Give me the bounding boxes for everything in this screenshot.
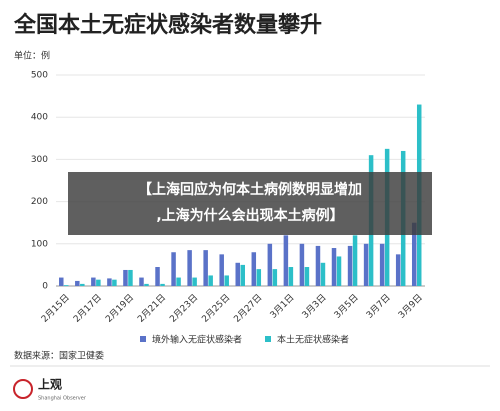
logo-subtitle: Shanghai Observer <box>38 396 87 402</box>
x-tick-label: 3月3日 <box>300 292 329 321</box>
bar <box>160 283 165 286</box>
bar <box>235 262 240 286</box>
bar <box>107 278 112 286</box>
x-tick-label: 3月1日 <box>268 292 297 321</box>
y-tick-label: 400 <box>31 113 48 123</box>
bar <box>171 252 176 286</box>
overlay-line: 【上海回应为何本土病例数明显增加 <box>138 181 362 198</box>
bar <box>96 279 101 286</box>
bar <box>144 283 149 286</box>
bar <box>224 275 229 286</box>
bar <box>267 243 273 286</box>
x-tick-label: 2月21日 <box>136 292 169 325</box>
x-tick-label: 2月15日 <box>39 292 72 325</box>
legend-label: 境外输入无症状感染者 <box>152 334 242 346</box>
bar <box>331 248 337 286</box>
logo-name: 上观 <box>38 377 62 392</box>
bar <box>315 245 321 286</box>
bar <box>272 269 278 286</box>
bar <box>123 269 128 286</box>
overlay-box <box>68 172 432 235</box>
x-tick-label: 3月9日 <box>396 292 425 321</box>
bar <box>128 269 133 286</box>
legend-swatch <box>140 336 146 342</box>
bar <box>320 262 326 286</box>
x-tick-label: 2月23日 <box>168 292 201 325</box>
bar <box>299 243 305 286</box>
bar <box>64 285 69 286</box>
bar <box>80 283 85 286</box>
bar <box>379 243 385 286</box>
bar <box>59 277 64 286</box>
bar <box>155 267 160 286</box>
bar <box>176 277 181 286</box>
bar <box>256 269 262 286</box>
x-tick-label: 2月17日 <box>71 292 104 325</box>
bar <box>363 243 369 286</box>
bar <box>187 250 192 286</box>
bar <box>336 256 342 286</box>
bar <box>283 235 289 286</box>
y-tick-label: 0 <box>42 282 48 292</box>
y-tick-label: 200 <box>31 197 48 207</box>
bar <box>251 252 257 286</box>
bar <box>75 280 80 286</box>
legend-label: 本土无症状感染者 <box>277 334 349 346</box>
y-tick-label: 100 <box>31 239 48 249</box>
bar <box>139 277 144 286</box>
x-tick-label: 2月19日 <box>103 292 136 325</box>
bar <box>347 245 353 286</box>
bar <box>395 254 401 286</box>
bar <box>203 250 208 286</box>
legend-swatch <box>265 336 271 342</box>
bar <box>112 279 117 286</box>
bar <box>411 222 417 286</box>
bar <box>352 235 358 286</box>
source: 数据来源：国家卫健委 <box>14 350 104 362</box>
x-tick-label: 3月5日 <box>332 292 361 321</box>
chart-title: 全国本土无症状感染者数量攀升 <box>13 12 322 38</box>
bar <box>304 267 310 286</box>
overlay-line: ,上海为什么会出现本土病例】 <box>156 207 343 224</box>
overlay: 【上海回应为何本土病例数明显增加 ,上海为什么会出现本土病例】 <box>68 172 432 235</box>
x-tick-label: 3月7日 <box>364 292 393 321</box>
x-tick-label: 2月27日 <box>232 292 265 325</box>
bar <box>240 264 245 286</box>
bar <box>192 277 197 286</box>
y-tick-label: 500 <box>31 71 48 81</box>
bar <box>288 267 294 286</box>
bar <box>208 275 213 286</box>
bar <box>219 254 224 286</box>
y-axis-label: 单位：例 <box>14 50 50 62</box>
bar <box>91 277 96 286</box>
y-tick-label: 300 <box>31 155 48 165</box>
x-tick-label: 2月25日 <box>200 292 233 325</box>
logo-icon <box>13 379 33 399</box>
